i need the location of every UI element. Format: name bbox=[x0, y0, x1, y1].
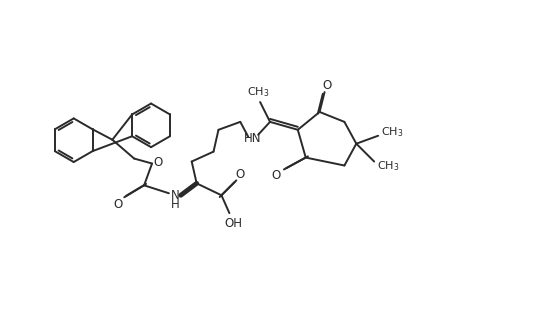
Text: O: O bbox=[236, 168, 245, 181]
Text: CH$_3$: CH$_3$ bbox=[247, 85, 270, 99]
Text: HN: HN bbox=[243, 132, 261, 145]
Text: O: O bbox=[153, 156, 163, 169]
Text: H: H bbox=[171, 198, 179, 211]
Text: N: N bbox=[171, 189, 179, 202]
Text: O: O bbox=[271, 169, 281, 182]
Text: O: O bbox=[114, 198, 123, 211]
Text: O: O bbox=[322, 79, 331, 92]
Text: CH$_3$: CH$_3$ bbox=[377, 160, 399, 173]
Text: OH: OH bbox=[225, 216, 242, 229]
Text: CH$_3$: CH$_3$ bbox=[381, 125, 404, 139]
